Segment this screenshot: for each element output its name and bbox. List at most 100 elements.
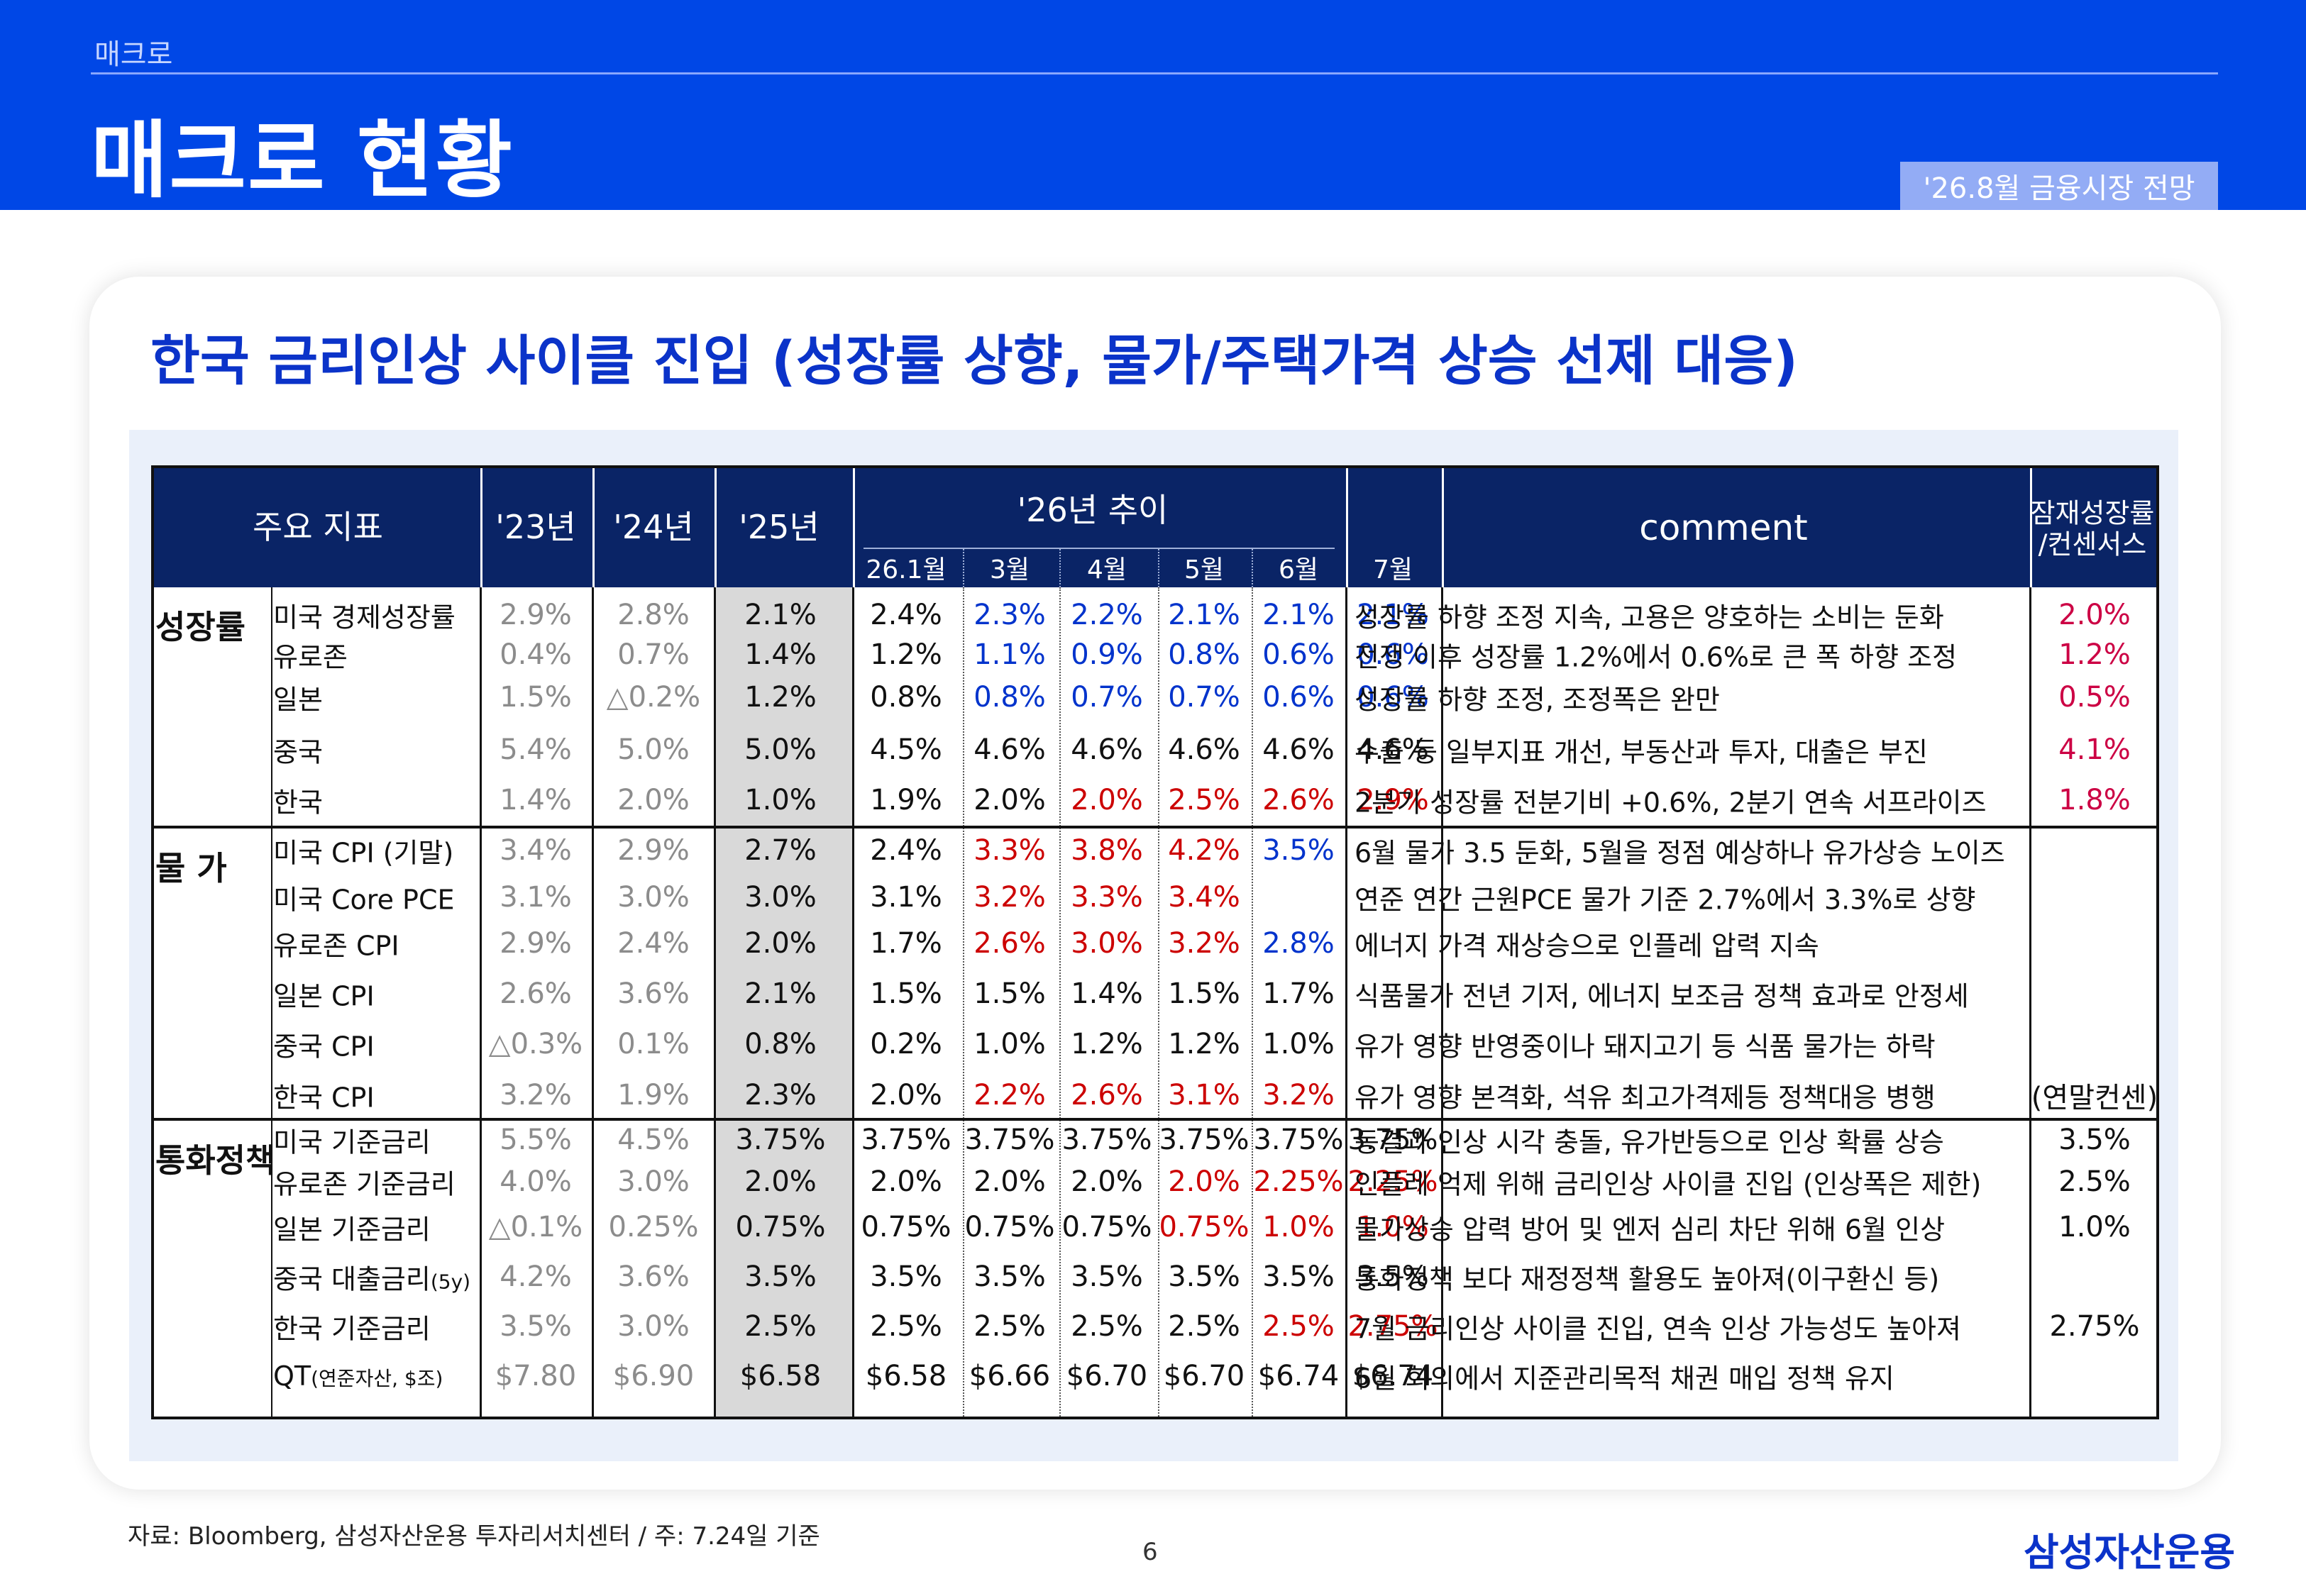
value-potential: 2.75%	[2049, 1310, 2140, 1343]
category-label: 물 가	[155, 849, 227, 887]
value-month: 3.5%	[1071, 1260, 1143, 1293]
value-month: 0.2%	[870, 1028, 942, 1060]
value-month: 2.3%	[973, 599, 1046, 631]
header-col-divider	[1442, 468, 1444, 587]
company-logo: 삼성자산운용	[2024, 1530, 2236, 1575]
value-y25: 1.2%	[744, 681, 817, 714]
value-potential: 1.2%	[2058, 638, 2131, 671]
value-month: 4.5%	[870, 733, 942, 766]
value-month: 4.6%	[1168, 733, 1240, 766]
col-divider	[714, 587, 716, 1417]
value-month: 0.75%	[1159, 1211, 1249, 1243]
value-month: 2.0%	[973, 1165, 1046, 1198]
value-y24: 5.0%	[617, 733, 690, 766]
value-month: $6.70	[1066, 1360, 1148, 1392]
row-comment: 에너지 가격 재상승으로 인플레 압력 지속	[1355, 930, 1819, 962]
value-y23: 2.6%	[500, 977, 572, 1010]
page-number: 6	[1142, 1538, 1158, 1566]
value-y25: 3.75%	[735, 1124, 826, 1156]
value-month: $6.58	[865, 1360, 947, 1392]
value-y23: 4.0%	[500, 1165, 572, 1198]
value-y24: 0.1%	[617, 1028, 690, 1060]
row-comment: 인플레 억제 위해 금리인상 사이클 진입 (인상폭은 제한)	[1355, 1168, 1982, 1200]
table-header: 주요 지표 '23년 '24년 '25년 '26년 추이 comment 잠재성…	[154, 468, 2156, 587]
page-title: 매크로 현황	[91, 111, 514, 209]
value-month: 3.1%	[870, 881, 942, 914]
value-y24: 2.8%	[617, 599, 690, 631]
col-divider	[1441, 587, 1443, 1417]
value-potential: (연말컨센)	[2031, 1082, 2158, 1114]
value-month: 1.5%	[870, 977, 942, 1010]
value-month: 0.7%	[1071, 681, 1143, 714]
value-month: 2.0%	[870, 1079, 942, 1112]
row-label: 미국 Core PCE	[273, 884, 455, 916]
row-label-note: (5y)	[430, 1270, 471, 1294]
value-month: 2.4%	[870, 599, 942, 631]
row-comment: 2분기 성장률 전분기비 +0.6%, 2분기 연속 서프라이즈	[1355, 787, 1987, 819]
report-badge: '26.8월 금융시장 전망	[1900, 162, 2218, 210]
value-month: 4.6%	[1262, 733, 1335, 766]
value-month: $6.74	[1257, 1360, 1340, 1392]
value-y25: 2.7%	[744, 834, 817, 867]
value-month: 3.5%	[870, 1260, 942, 1293]
value-y25: 2.1%	[744, 599, 817, 631]
row-label: QT(연준자산, $조)	[273, 1361, 443, 1392]
header-potential-line1: 잠재성장률	[2030, 497, 2155, 529]
value-potential: 1.8%	[2058, 784, 2131, 816]
macro-indicator-table: 주요 지표 '23년 '24년 '25년 '26년 추이 comment 잠재성…	[151, 465, 2159, 1419]
value-month: 2.5%	[1168, 1310, 1240, 1343]
header-month: 4월	[1086, 555, 1127, 584]
value-y24: 2.0%	[617, 784, 690, 816]
section-divider	[154, 1118, 2156, 1121]
value-month: 1.7%	[1262, 977, 1335, 1010]
row-comment: 6월 물가 3.5 둔화, 5월을 정점 예상하나 유가상승 노이즈	[1355, 837, 2005, 869]
header-col-divider	[2030, 468, 2032, 587]
col-divider	[2029, 587, 2031, 1417]
row-comment: 6월 회의에서 지준관리목적 채권 매입 정책 유지	[1355, 1363, 1894, 1395]
value-y23: 1.4%	[500, 784, 572, 816]
value-month: 2.6%	[1262, 784, 1335, 816]
value-month: 2.5%	[973, 1310, 1046, 1343]
value-y25: 3.0%	[744, 881, 817, 914]
header-divider	[91, 72, 2218, 74]
value-y23: 2.9%	[500, 599, 572, 631]
value-month: 3.4%	[1168, 881, 1240, 914]
value-month: 3.75%	[1347, 1124, 1438, 1156]
value-month: 1.4%	[1071, 977, 1143, 1010]
col-divider	[852, 587, 854, 1417]
value-y24: $6.90	[612, 1360, 695, 1392]
value-month: 3.75%	[1253, 1124, 1344, 1156]
section-subtitle: 한국 금리인상 사이클 진입 (성장률 상향, 물가/주택가격 상승 선제 대응…	[150, 329, 1798, 392]
value-month: 1.0%	[1262, 1028, 1335, 1060]
header-y24: '24년	[613, 508, 694, 546]
header-month: 7월	[1372, 555, 1413, 584]
value-month: 0.6%	[1262, 681, 1335, 714]
row-comment: 성장률 하향 조정 지속, 고용은 양호하는 소비는 둔화	[1355, 602, 1944, 633]
value-month: 0.8%	[870, 681, 942, 714]
value-month: 1.5%	[1168, 977, 1240, 1010]
row-comment: 물가상승 압력 방어 및 엔저 심리 차단 위해 6월 인상	[1355, 1214, 1946, 1246]
row-comment: 동결과 인상 시각 충돌, 유가반등으로 인상 확률 상승	[1355, 1126, 1944, 1158]
label-divider	[271, 587, 272, 1417]
header-trend: '26년 추이	[1017, 491, 1169, 529]
row-label: 일본	[273, 684, 323, 716]
value-month: 3.5%	[1262, 1260, 1335, 1293]
header-col-divider	[853, 468, 855, 587]
month-divider	[1059, 587, 1061, 1417]
value-month: 1.9%	[870, 784, 942, 816]
value-month: 2.1%	[1262, 599, 1335, 631]
header-y25: '25년	[739, 508, 820, 546]
col-divider	[1345, 587, 1347, 1417]
value-month: 2.0%	[973, 784, 1046, 816]
value-month: 2.25%	[1253, 1165, 1344, 1198]
header-month-divider	[1059, 549, 1061, 587]
value-month: 3.3%	[1071, 881, 1143, 914]
row-label: 중국	[273, 736, 323, 768]
value-month: 1.1%	[973, 638, 1046, 671]
value-month: 4.6%	[973, 733, 1046, 766]
value-y24: 3.6%	[617, 1260, 690, 1293]
value-month: 2.0%	[1168, 1165, 1240, 1198]
value-y23: 5.4%	[500, 733, 572, 766]
value-month: 2.0%	[870, 1165, 942, 1198]
value-month: 4.2%	[1168, 834, 1240, 867]
